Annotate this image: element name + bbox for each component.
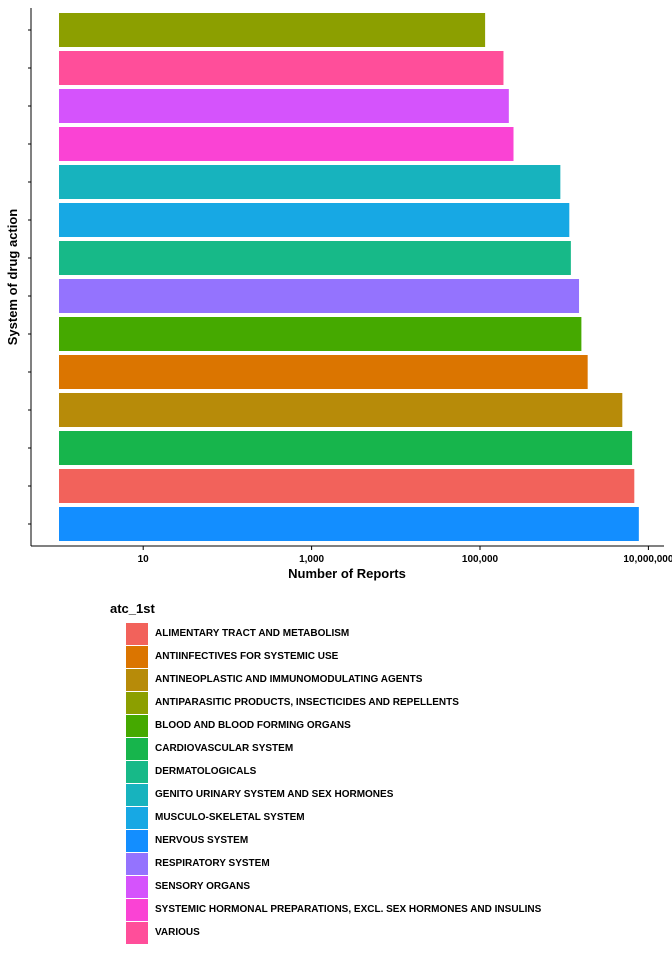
legend-label: SYSTEMIC HORMONAL PREPARATIONS, EXCL. SE… xyxy=(155,904,542,915)
legend-swatch xyxy=(126,829,148,852)
bar-cardiovascular-system xyxy=(59,431,633,465)
legend-swatch xyxy=(126,806,148,829)
legend-swatch xyxy=(126,714,148,737)
legend-label: DERMATOLOGICALS xyxy=(155,766,257,777)
legend-swatch xyxy=(126,622,148,645)
legend-swatch xyxy=(126,691,148,714)
x-tick-label: 1,000 xyxy=(299,554,324,565)
legend-swatch xyxy=(126,852,148,875)
legend-items: ALIMENTARY TRACT AND METABOLISM ANTIINFEC… xyxy=(110,622,541,944)
legend-label: SENSORY ORGANS xyxy=(155,881,251,892)
x-axis-ticks: 10 1,000 100,000 10,000,000 xyxy=(138,546,672,565)
legend-swatch xyxy=(126,898,148,921)
legend-label: GENITO URINARY SYSTEM AND SEX HORMONES xyxy=(155,789,394,800)
bar-dermatologicals xyxy=(59,241,571,275)
legend-label: NERVOUS SYSTEM xyxy=(155,835,249,846)
y-axis-title: System of drug action xyxy=(5,209,20,346)
bar-genito-urinary-system-and-sex-hormones xyxy=(59,165,561,199)
legend-item: ANTIINFECTIVES FOR SYSTEMIC USE xyxy=(110,645,541,668)
legend-swatch xyxy=(126,783,148,806)
x-axis-title: Number of Reports xyxy=(288,566,406,581)
legend-label: VARIOUS xyxy=(155,927,200,938)
legend-item: ANTIPARASITIC PRODUCTS, INSECTICIDES AND… xyxy=(110,691,541,714)
legend-swatch xyxy=(126,760,148,783)
legend-swatch xyxy=(126,668,148,691)
bar-alimentary-tract-and-metabolism xyxy=(59,469,635,503)
bar-antiinfectives-for-systemic-use xyxy=(59,355,588,389)
legend-swatch xyxy=(126,875,148,898)
legend-item: NERVOUS SYSTEM xyxy=(110,829,541,852)
legend-label: ANTIPARASITIC PRODUCTS, INSECTICIDES AND… xyxy=(155,697,459,708)
bar-respiratory-system xyxy=(59,279,580,313)
bar-musculo-skeletal-system xyxy=(59,203,570,237)
legend-swatch xyxy=(126,645,148,668)
legend-swatch xyxy=(126,921,148,944)
legend-swatch xyxy=(126,737,148,760)
legend-label: ANTIINFECTIVES FOR SYSTEMIC USE xyxy=(155,651,339,662)
legend-item: DERMATOLOGICALS xyxy=(110,760,541,783)
legend-label: RESPIRATORY SYSTEM xyxy=(155,858,270,869)
legend-label: ALIMENTARY TRACT AND METABOLISM xyxy=(155,628,350,639)
bar-sensory-organs xyxy=(59,89,509,123)
bar-systemic-hormonal-preparations-excl-sex-hormones-and-insulins xyxy=(59,127,514,161)
x-tick-label: 10,000,000 xyxy=(623,554,672,565)
legend-item: VARIOUS xyxy=(110,921,541,944)
legend-item: ALIMENTARY TRACT AND METABOLISM xyxy=(110,622,541,645)
x-tick-label: 100,000 xyxy=(462,554,499,565)
legend-item: CARDIOVASCULAR SYSTEM xyxy=(110,737,541,760)
legend-item: SYSTEMIC HORMONAL PREPARATIONS, EXCL. SE… xyxy=(110,898,541,921)
legend-label: BLOOD AND BLOOD FORMING ORGANS xyxy=(155,720,351,731)
legend-title: atc_1st xyxy=(110,601,155,616)
legend-item: BLOOD AND BLOOD FORMING ORGANS xyxy=(110,714,541,737)
legend-label: ANTINEOPLASTIC AND IMMUNOMODULATING AGEN… xyxy=(155,674,423,685)
bar-various xyxy=(59,51,504,85)
legend-item: GENITO URINARY SYSTEM AND SEX HORMONES xyxy=(110,783,541,806)
legend-item: RESPIRATORY SYSTEM xyxy=(110,852,541,875)
legend-label: CARDIOVASCULAR SYSTEM xyxy=(155,743,294,754)
bar-chart: 10 1,000 100,000 10,000,000 System of drug … xyxy=(5,8,672,581)
bar-antiparasitic-products-insecticides-and-repellents xyxy=(59,13,486,47)
legend-item: MUSCULO-SKELETAL SYSTEM xyxy=(110,806,541,829)
legend-item: ANTINEOPLASTIC AND IMMUNOMODULATING AGEN… xyxy=(110,668,541,691)
bar-nervous-system xyxy=(59,507,639,541)
legend-label: MUSCULO-SKELETAL SYSTEM xyxy=(155,812,305,823)
legend: atc_1st ALIMENTARY TRACT AND METABOLISM A… xyxy=(110,600,541,944)
bar-blood-and-blood-forming-organs xyxy=(59,317,582,351)
bar-antineoplastic-and-immunomodulating-agents xyxy=(59,393,623,427)
bars-group xyxy=(59,13,639,541)
x-tick-label: 10 xyxy=(138,554,150,565)
legend-item: SENSORY ORGANS xyxy=(110,875,541,898)
